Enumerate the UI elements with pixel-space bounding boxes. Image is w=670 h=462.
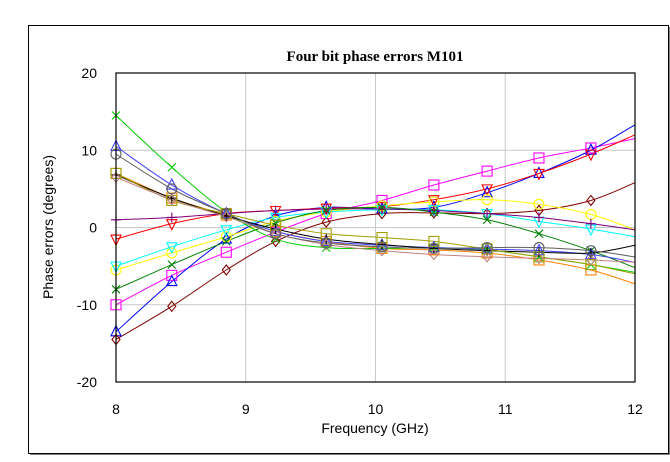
series-14-marker (585, 245, 597, 257)
series-2-marker (376, 202, 388, 214)
series-1-marker (584, 143, 597, 155)
series-9-marker (167, 162, 177, 172)
series-7-marker (167, 260, 177, 269)
series-2-marker (427, 195, 440, 207)
series-12-marker (428, 235, 440, 247)
series-0-marker (166, 269, 178, 281)
x-tick-label: 9 (242, 401, 250, 417)
series-3-marker (167, 300, 177, 313)
series-14-marker (481, 242, 493, 254)
series-12-marker (585, 259, 597, 271)
series-2-marker (533, 168, 545, 181)
series-7-marker (429, 207, 439, 217)
series-5-marker (220, 225, 233, 238)
series-7-marker (221, 237, 231, 246)
series-1-marker (533, 166, 545, 178)
series-12-marker (533, 251, 545, 263)
series-6-marker (376, 203, 387, 214)
series-2-marker (584, 149, 597, 162)
y-tick-label: 10 (81, 142, 97, 158)
series-13-marker (167, 193, 177, 206)
series-markers (110, 111, 597, 346)
y-tick-label: -10 (77, 297, 97, 313)
series-0-marker (481, 165, 493, 177)
series-14-marker (220, 208, 232, 220)
series-1-marker (220, 231, 233, 244)
series-14-marker (428, 242, 440, 254)
series-4-marker (166, 247, 178, 259)
series-3-marker (321, 216, 331, 228)
series-14-marker (166, 183, 178, 195)
y-tick-labels: 20 10 0 -10 -20 (77, 65, 97, 390)
series-14-marker (376, 241, 388, 253)
series-14-marker (270, 228, 282, 240)
x-axis-label: Frequency (GHz) (321, 420, 428, 436)
series-13-marker (586, 254, 596, 266)
x-tick-label: 11 (498, 401, 513, 417)
series-14-marker (533, 242, 545, 254)
series-2-marker (481, 184, 493, 197)
series-14-marker (320, 237, 332, 249)
series-11-marker (376, 239, 387, 250)
series-7-marker (321, 206, 331, 215)
x-tick-label: 8 (112, 401, 120, 417)
series-11-marker (585, 247, 596, 258)
series-6-marker (533, 212, 544, 223)
x-tick-label: 12 (627, 401, 643, 417)
series-0-marker (533, 152, 545, 164)
series-4-marker (533, 198, 545, 210)
series-5-marker (165, 242, 178, 255)
series-6-marker (270, 205, 281, 216)
series-0-marker (220, 246, 232, 258)
series-6-marker (321, 203, 332, 214)
series-3-marker (377, 207, 387, 220)
series-3-marker (221, 264, 231, 276)
y-axis-label: Phase errors (degrees) (40, 155, 56, 299)
series-12-marker (376, 231, 388, 244)
series-7-marker (534, 229, 544, 239)
series-0-marker (585, 142, 597, 154)
x-tick-labels: 8 9 10 11 12 (112, 401, 643, 417)
series-7-marker (377, 203, 387, 212)
series-1-marker (481, 185, 493, 198)
y-tick-label: -20 (77, 374, 97, 390)
series-6-marker (482, 208, 493, 219)
series-0-marker (428, 179, 440, 191)
y-tick-label: 0 (89, 220, 97, 236)
series-3-marker (586, 194, 596, 207)
series-6-marker (428, 205, 439, 216)
plot-area-border (115, 72, 636, 383)
series-6-marker (166, 212, 177, 223)
series-1-marker (165, 274, 178, 287)
series-4-marker (481, 194, 493, 206)
x-tick-label: 10 (368, 401, 384, 417)
outer-border (28, 25, 669, 454)
series-13-marker (221, 210, 231, 223)
series-3-marker (270, 235, 281, 248)
y-tick-label: 20 (81, 65, 97, 81)
series-13-marker (377, 244, 387, 257)
series-13-marker (482, 250, 492, 263)
series-7-marker (482, 215, 492, 225)
series-6-marker (585, 218, 596, 229)
series-10-marker (320, 234, 333, 246)
series-12-marker (270, 219, 282, 231)
series-13-marker (534, 252, 544, 265)
chart-title: Four bit phase errors M101 (287, 49, 464, 65)
series-13-marker (321, 238, 331, 251)
series-11-marker (428, 243, 439, 254)
series-13-line (115, 176, 636, 263)
